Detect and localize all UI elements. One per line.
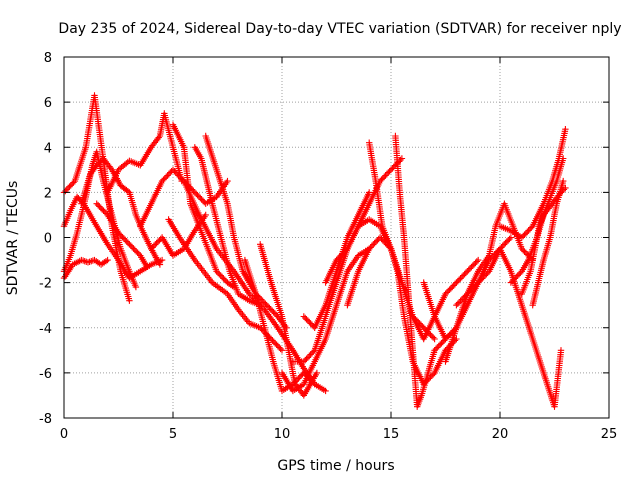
point-markers [104, 110, 185, 196]
series-arc-19 [300, 189, 373, 331]
y-tick-label: -8 [39, 412, 52, 427]
point-markers [93, 200, 150, 270]
point-markers [518, 155, 567, 298]
point-markers [60, 92, 133, 304]
point-markers [289, 155, 406, 365]
series-arc-23 [392, 132, 460, 410]
series-arc-26 [453, 245, 565, 410]
y-tick-label: 4 [44, 141, 52, 156]
x-tick-label: 5 [169, 427, 177, 442]
series-arc-6 [93, 200, 150, 270]
y-tick-label: 6 [44, 96, 52, 111]
series-arc-18 [289, 155, 406, 365]
series-arc-27 [496, 126, 569, 241]
series-arc-21 [344, 234, 460, 388]
series-arc-4 [60, 92, 133, 304]
point-markers [496, 126, 569, 241]
x-tick-label: 0 [60, 427, 68, 442]
point-markers [453, 245, 565, 410]
point-markers [344, 234, 460, 388]
point-markers [392, 132, 460, 410]
series-arc-16 [257, 241, 321, 399]
x-tick-label: 20 [492, 427, 509, 442]
y-tick-label: -4 [39, 322, 52, 337]
y-tick-label: 8 [44, 51, 52, 66]
point-markers [278, 245, 373, 395]
y-tick-label: -2 [39, 277, 52, 292]
x-tick-labels: 0 5 10 15 20 25 [60, 427, 617, 442]
y-tick-label: -6 [39, 367, 52, 382]
point-markers [169, 121, 238, 291]
point-markers [257, 241, 321, 399]
series-arc-13 [191, 144, 264, 309]
x-tick-label: 10 [274, 427, 291, 442]
series-arc-29 [518, 155, 567, 298]
y-tick-label: 2 [44, 186, 52, 201]
series-arc-10 [165, 216, 286, 354]
point-markers [300, 189, 373, 331]
data-series [60, 92, 569, 410]
y-tick-label: 0 [44, 232, 52, 247]
axis-ticks [63, 56, 610, 419]
point-markers [529, 177, 567, 309]
chart-title: Day 235 of 2024, Sidereal Day-to-day VTE… [58, 21, 621, 37]
point-markers [165, 216, 286, 354]
series-arc-17 [278, 245, 373, 395]
series-arc-12 [169, 121, 238, 291]
series-arc-3 [60, 148, 140, 291]
x-tick-label: 15 [383, 427, 400, 442]
point-markers [191, 144, 264, 309]
series-arc-7 [104, 110, 185, 196]
series-arc-30 [529, 177, 567, 309]
y-axis-label: SDTVAR / TECUs [5, 181, 21, 296]
x-tick-label: 25 [601, 427, 618, 442]
x-axis-label: GPS time / hours [277, 458, 394, 474]
y-tick-labels: -8 -6 -4 -2 0 2 4 6 8 [39, 51, 52, 427]
point-markers [60, 148, 140, 291]
